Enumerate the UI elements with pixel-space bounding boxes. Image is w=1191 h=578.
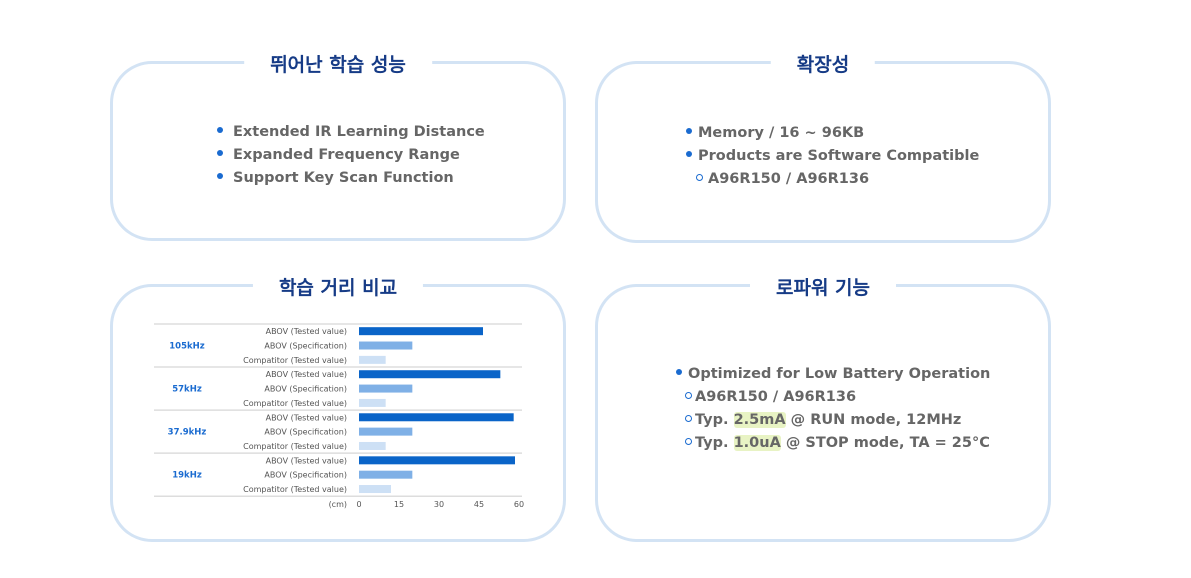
performance-card: 뛰어난 학습 성능 Extended IR Learning Distance … <box>110 50 566 241</box>
category-label: 57kHz <box>172 385 202 395</box>
series-label: ABOV (Specification) <box>264 471 347 480</box>
series-label: ABOV (Tested value) <box>266 370 347 379</box>
item-text: Typ. <box>695 412 734 428</box>
list-item: A96R150 / A96R136 <box>686 168 979 191</box>
sub-bullet-icon <box>685 391 692 399</box>
x-tick-label: 60 <box>514 500 524 509</box>
series-label: ABOV (Tested value) <box>266 327 347 336</box>
x-tick-label: 30 <box>434 500 444 509</box>
list-item: Support Key Scan Function <box>217 167 485 190</box>
list-item: Extended IR Learning Distance <box>217 121 485 144</box>
bullet-icon <box>676 369 682 375</box>
item-text: @ RUN mode, 12MHz <box>785 412 962 428</box>
x-tick-label: 0 <box>356 500 361 509</box>
performance-title: 뛰어난 학습 성능 <box>244 50 432 77</box>
lowpower-title: 로파워 기능 <box>749 273 897 300</box>
item-text: Support Key Scan Function <box>233 170 454 186</box>
series-label: Compatitor (Tested value) <box>243 356 347 365</box>
sub-bullet-icon <box>696 173 703 181</box>
series-label: Compatitor (Tested value) <box>243 399 347 408</box>
item-text: Memory / 16 ~ 96KB <box>698 125 865 141</box>
item-text: Expanded Frequency Range <box>233 147 460 163</box>
scalability-list: Memory / 16 ~ 96KB Products are Software… <box>686 122 979 191</box>
comparison-title: 학습 거리 비교 <box>252 273 424 300</box>
bullet-icon <box>686 151 692 157</box>
x-axis-label: (cm) <box>329 500 347 509</box>
highlight-value: 2.5mA <box>733 412 786 428</box>
item-text: A96R150 / A96R136 <box>708 171 870 187</box>
comparison-card: 학습 거리 비교 <box>110 273 566 542</box>
scalability-card: 확장성 Memory / 16 ~ 96KB Products are Soft… <box>595 50 1051 243</box>
bullet-icon <box>217 127 223 133</box>
sub-bullet-icon <box>685 437 692 445</box>
list-item: A96R150 / A96R136 <box>676 386 990 409</box>
category-label: 37.9kHz <box>168 428 207 438</box>
lowpower-list: Optimized for Low Battery Operation A96R… <box>676 363 990 455</box>
lowpower-card: 로파워 기능 Optimized for Low Battery Operati… <box>595 273 1051 542</box>
x-tick-label: 15 <box>394 500 404 509</box>
item-text: Products are Software Compatible <box>698 148 980 164</box>
highlight-value: 1.0uA <box>733 435 781 451</box>
scalability-title: 확장성 <box>770 50 876 77</box>
bar <box>359 398 386 407</box>
series-label: ABOV (Specification) <box>264 342 347 351</box>
series-label: Compatitor (Tested value) <box>243 485 347 494</box>
bar <box>359 341 413 350</box>
bar <box>359 327 483 336</box>
list-item: Products are Software Compatible <box>686 145 979 168</box>
bullet-icon <box>217 173 223 179</box>
series-label: ABOV (Tested value) <box>266 456 347 465</box>
x-tick-label: 45 <box>474 500 484 509</box>
category-label: 19kHz <box>172 471 202 481</box>
item-text: Optimized for Low Battery Operation <box>688 366 991 382</box>
bullet-icon <box>217 150 223 156</box>
list-item: Expanded Frequency Range <box>217 144 485 167</box>
item-text: Extended IR Learning Distance <box>233 124 485 140</box>
bar <box>359 384 413 393</box>
bar <box>359 355 386 364</box>
bar <box>359 470 413 479</box>
list-item: Typ. 2.5mA @ RUN mode, 12MHz <box>676 409 990 432</box>
series-label: ABOV (Specification) <box>264 385 347 394</box>
bar <box>359 441 386 450</box>
sub-bullet-icon <box>685 414 692 422</box>
item-text: @ STOP mode, TA = 25°C <box>780 435 990 451</box>
bar <box>359 456 515 465</box>
bullet-icon <box>686 128 692 134</box>
item-text: Typ. <box>695 435 734 451</box>
item-text: A96R150 / A96R136 <box>695 389 857 405</box>
bar <box>359 427 413 436</box>
list-item: Memory / 16 ~ 96KB <box>686 122 979 145</box>
performance-list: Extended IR Learning Distance Expanded F… <box>217 121 485 190</box>
series-label: ABOV (Specification) <box>264 428 347 437</box>
series-label: Compatitor (Tested value) <box>243 442 347 451</box>
bar <box>359 413 514 422</box>
list-item: Typ. 1.0uA @ STOP mode, TA = 25°C <box>676 432 990 455</box>
list-item: Optimized for Low Battery Operation <box>676 363 990 386</box>
bar <box>359 370 501 379</box>
bar <box>359 485 391 494</box>
series-label: ABOV (Tested value) <box>266 413 347 422</box>
category-label: 105kHz <box>169 342 205 352</box>
